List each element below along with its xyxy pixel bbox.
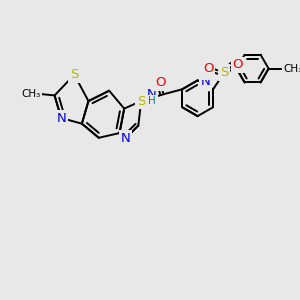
- Text: H: H: [202, 68, 209, 78]
- Text: N: N: [120, 132, 130, 145]
- Text: N: N: [56, 112, 66, 124]
- Text: O: O: [232, 58, 243, 71]
- Text: S: S: [220, 66, 229, 79]
- Text: CH₃: CH₃: [284, 64, 300, 74]
- Text: O: O: [203, 62, 214, 75]
- Text: N: N: [146, 88, 156, 101]
- Text: N: N: [201, 75, 210, 88]
- Text: O: O: [155, 76, 166, 89]
- Text: S: S: [70, 68, 79, 81]
- Text: S: S: [137, 94, 145, 108]
- Text: H: H: [148, 96, 155, 106]
- Text: CH₃: CH₃: [21, 88, 41, 98]
